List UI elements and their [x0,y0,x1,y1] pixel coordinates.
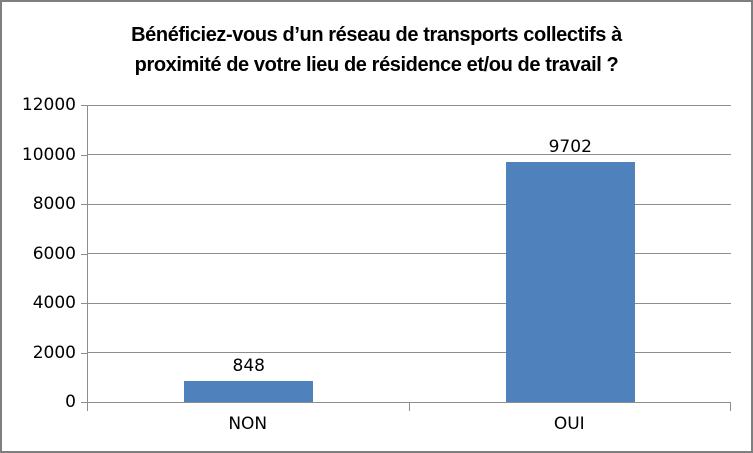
bar [184,381,314,402]
y-tick [81,154,87,156]
x-tick [409,403,410,411]
y-tick [81,204,87,205]
y-tick [81,105,87,106]
chart-title: Bénéficiez-vous d’un réseau de transport… [2,20,751,80]
category-label: NON [228,414,268,434]
y-tick [81,303,87,304]
chart-title-line-1: Bénéficiez-vous d’un réseau de transport… [131,24,622,46]
gridline [88,352,731,353]
y-tick-label: 4000 [32,293,76,313]
gridline [88,105,731,106]
x-tick [730,403,731,411]
bar-value-label: 9702 [548,137,592,157]
y-tick-label: 2000 [32,342,76,363]
x-tick [87,403,88,411]
gridline [88,203,731,205]
y-tick [81,253,87,255]
y-tick-label: 12000 [21,95,76,115]
y-tick-label: 10000 [21,144,76,165]
chart-title-line-2: proximité de votre lieu de résidence et/… [134,54,619,76]
gridline [88,302,731,304]
bar-value-label: 848 [232,356,265,376]
bar [505,162,635,402]
y-tick [81,402,87,403]
category-label: OUI [553,414,585,434]
gridline [88,154,731,155]
y-tick [81,352,87,354]
y-tick-label: 8000 [32,194,76,214]
plot-area: 848 9702 [87,105,731,403]
y-tick-label: 0 [65,392,76,412]
gridline [88,253,731,254]
y-tick-label: 6000 [32,243,76,264]
